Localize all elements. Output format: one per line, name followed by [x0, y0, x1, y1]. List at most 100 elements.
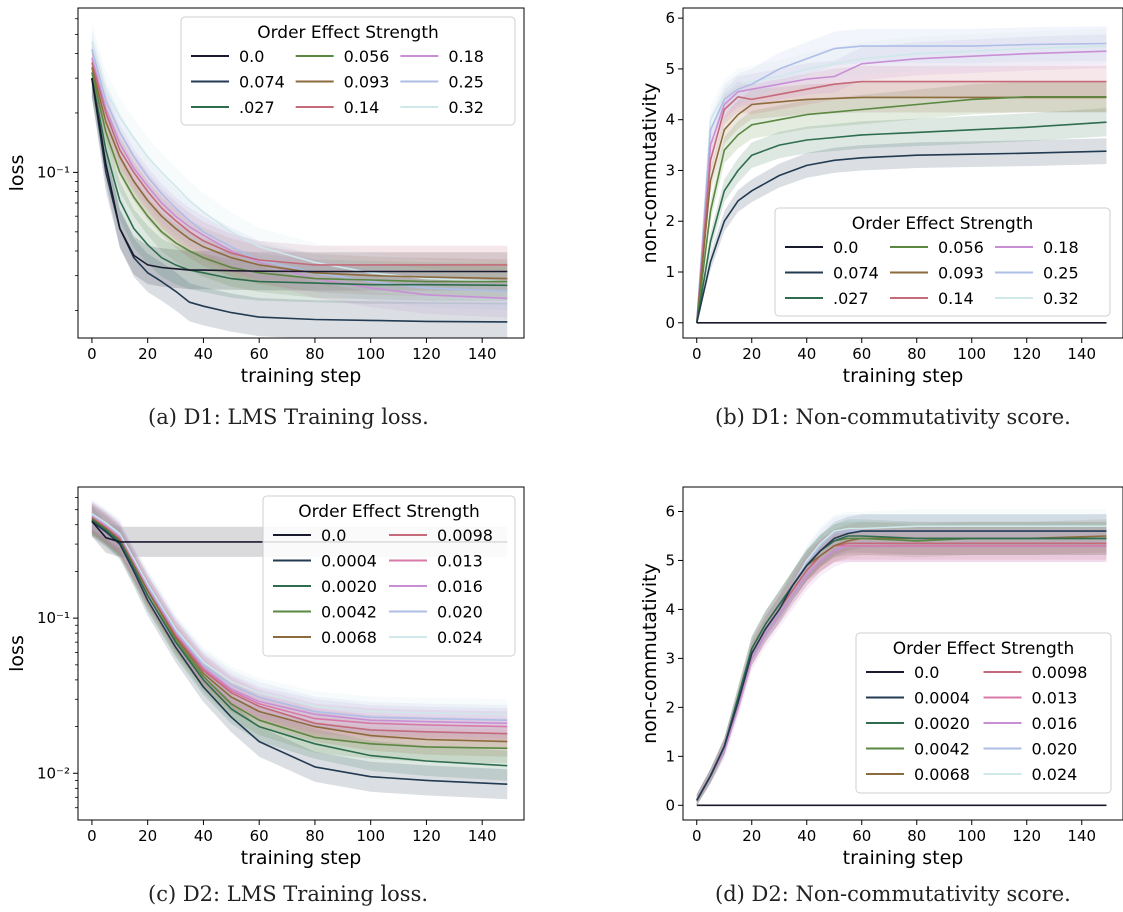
- y-tick-label: 1: [665, 747, 675, 765]
- x-tick-label: 0: [692, 827, 702, 845]
- x-tick-label: 100: [957, 827, 986, 845]
- legend-label-0.18: 0.18: [448, 47, 484, 66]
- series-line-0.024: [91, 513, 508, 716]
- y-tick-label: 4: [665, 600, 675, 618]
- plot-area: [696, 509, 1107, 807]
- band-0.14: [91, 43, 508, 285]
- legend-label-0.0098: 0.0098: [1032, 663, 1088, 682]
- legend-label-0.020: 0.020: [437, 603, 483, 622]
- panel-a: 0 20 40 60 80 100 120 140 10⁻¹ training step loss O…: [6, 7, 525, 387]
- y-tick-label: 10⁻¹: [37, 609, 70, 627]
- y-tick-label: 10⁻¹: [37, 163, 70, 181]
- band-.027: [696, 108, 1107, 323]
- x-tick-label: 40: [194, 827, 213, 845]
- band-0.18: [696, 34, 1107, 323]
- legend-label-0.0098: 0.0098: [437, 526, 493, 545]
- band-0.0042: [696, 521, 1107, 806]
- x-tick-label: 80: [305, 827, 324, 845]
- series-line-0.32: [91, 41, 508, 283]
- legend-label-0.0: 0.0: [914, 663, 939, 682]
- legend-label-0.25: 0.25: [448, 73, 484, 92]
- band-0.093: [696, 82, 1107, 323]
- axes-frame: [682, 486, 1123, 821]
- legend: Order Effect Strength 0.0 0.0004 0.0020 0.00…: [262, 495, 516, 657]
- band-0.024: [696, 509, 1107, 806]
- axes-frame: [77, 486, 525, 821]
- legend-label-0.093: 0.093: [938, 264, 984, 283]
- caption-a: (a) D1: LMS Training loss.: [148, 405, 429, 429]
- x-axis-label: training step: [241, 365, 362, 387]
- series-line-0.056: [91, 72, 508, 283]
- y-tick-label: 2: [665, 212, 675, 230]
- series-line-0.093: [91, 67, 508, 280]
- legend-label-0.14: 0.14: [938, 289, 974, 308]
- legend-label-0.016: 0.016: [1032, 714, 1078, 733]
- legend-label-0.074: 0.074: [833, 264, 879, 283]
- legend-label-0.013: 0.013: [1032, 689, 1078, 708]
- x-tick-label: 20: [138, 345, 157, 363]
- y-axis-label: loss: [6, 635, 28, 672]
- x-tick-label: 20: [742, 827, 761, 845]
- x-tick-label: 100: [356, 827, 385, 845]
- legend-label-0.18: 0.18: [1043, 238, 1079, 257]
- legend-label-.027: .027: [239, 98, 275, 117]
- x-tick-label: 60: [250, 345, 269, 363]
- legend-label-0.0020: 0.0020: [914, 714, 970, 733]
- x-tick-label: 140: [468, 345, 497, 363]
- series-line-0.093: [696, 96, 1107, 323]
- legend-label-0.024: 0.024: [1032, 765, 1078, 784]
- y-axis-label: non-commutativity: [639, 563, 661, 744]
- x-tick-label: 100: [957, 345, 986, 363]
- band-0.0: [91, 59, 508, 291]
- band-0.25: [696, 26, 1107, 323]
- legend-label-0.0068: 0.0068: [914, 765, 970, 784]
- y-tick-label: 0: [665, 796, 675, 814]
- band-0.25: [91, 30, 508, 311]
- legend-label-0.0: 0.0: [239, 47, 264, 66]
- legend-label-0.056: 0.056: [938, 238, 984, 257]
- legend-label-0.0020: 0.0020: [321, 577, 377, 596]
- series-line-0.074: [696, 150, 1107, 323]
- caption-c: (c) D2: LMS Training loss.: [148, 882, 429, 906]
- legend-label-0.32: 0.32: [1043, 289, 1079, 308]
- axes-frame: [77, 7, 525, 339]
- band-0.0068: [696, 519, 1107, 806]
- x-tick-label: 0: [692, 345, 702, 363]
- band-0.024: [91, 498, 508, 730]
- legend-label-0.0042: 0.0042: [321, 603, 377, 622]
- series-line-0.25: [91, 49, 508, 293]
- band-0.013: [91, 501, 508, 742]
- band-0.32: [91, 22, 508, 301]
- band-0.016: [696, 529, 1107, 806]
- legend: Order Effect Strength 0.0 0.074 .027 0.056 0.…: [180, 16, 516, 126]
- legend-box: [855, 632, 1112, 794]
- legend-label-0.016: 0.016: [437, 577, 483, 596]
- legend-label-0.32: 0.32: [448, 98, 484, 117]
- x-tick-label: 40: [194, 345, 213, 363]
- series-line-0.0: [91, 78, 508, 273]
- series-line-0.18: [696, 50, 1107, 323]
- caption-b: (b) D1: Non-commutativity score.: [715, 405, 1071, 429]
- band-0.32: [696, 28, 1107, 323]
- x-tick-label: 120: [1012, 827, 1041, 845]
- legend-label-0.013: 0.013: [437, 552, 483, 571]
- legend-label-.027: .027: [833, 289, 869, 308]
- y-tick-label: 3: [665, 649, 675, 667]
- x-tick-label: 80: [907, 827, 926, 845]
- x-tick-label: 140: [1067, 345, 1096, 363]
- legend-label-0.0068: 0.0068: [321, 628, 377, 647]
- y-tick-label: 5: [665, 551, 675, 569]
- legend-label-0.056: 0.056: [344, 47, 390, 66]
- legend: Order Effect Strength 0.0 0.074 .027 0.056 0.…: [774, 207, 1111, 317]
- band-0.074: [696, 138, 1107, 323]
- x-tick-label: 40: [797, 827, 816, 845]
- series-line-0.0004: [696, 530, 1107, 801]
- x-tick-label: 80: [305, 345, 324, 363]
- series-line-0.013: [91, 516, 508, 728]
- y-tick-label: 4: [665, 111, 675, 129]
- legend-box: [774, 207, 1111, 317]
- series-line-0.14: [91, 62, 508, 266]
- y-axis-label: loss: [6, 155, 28, 192]
- axes-frame: [682, 7, 1123, 339]
- plot-area: [696, 26, 1107, 324]
